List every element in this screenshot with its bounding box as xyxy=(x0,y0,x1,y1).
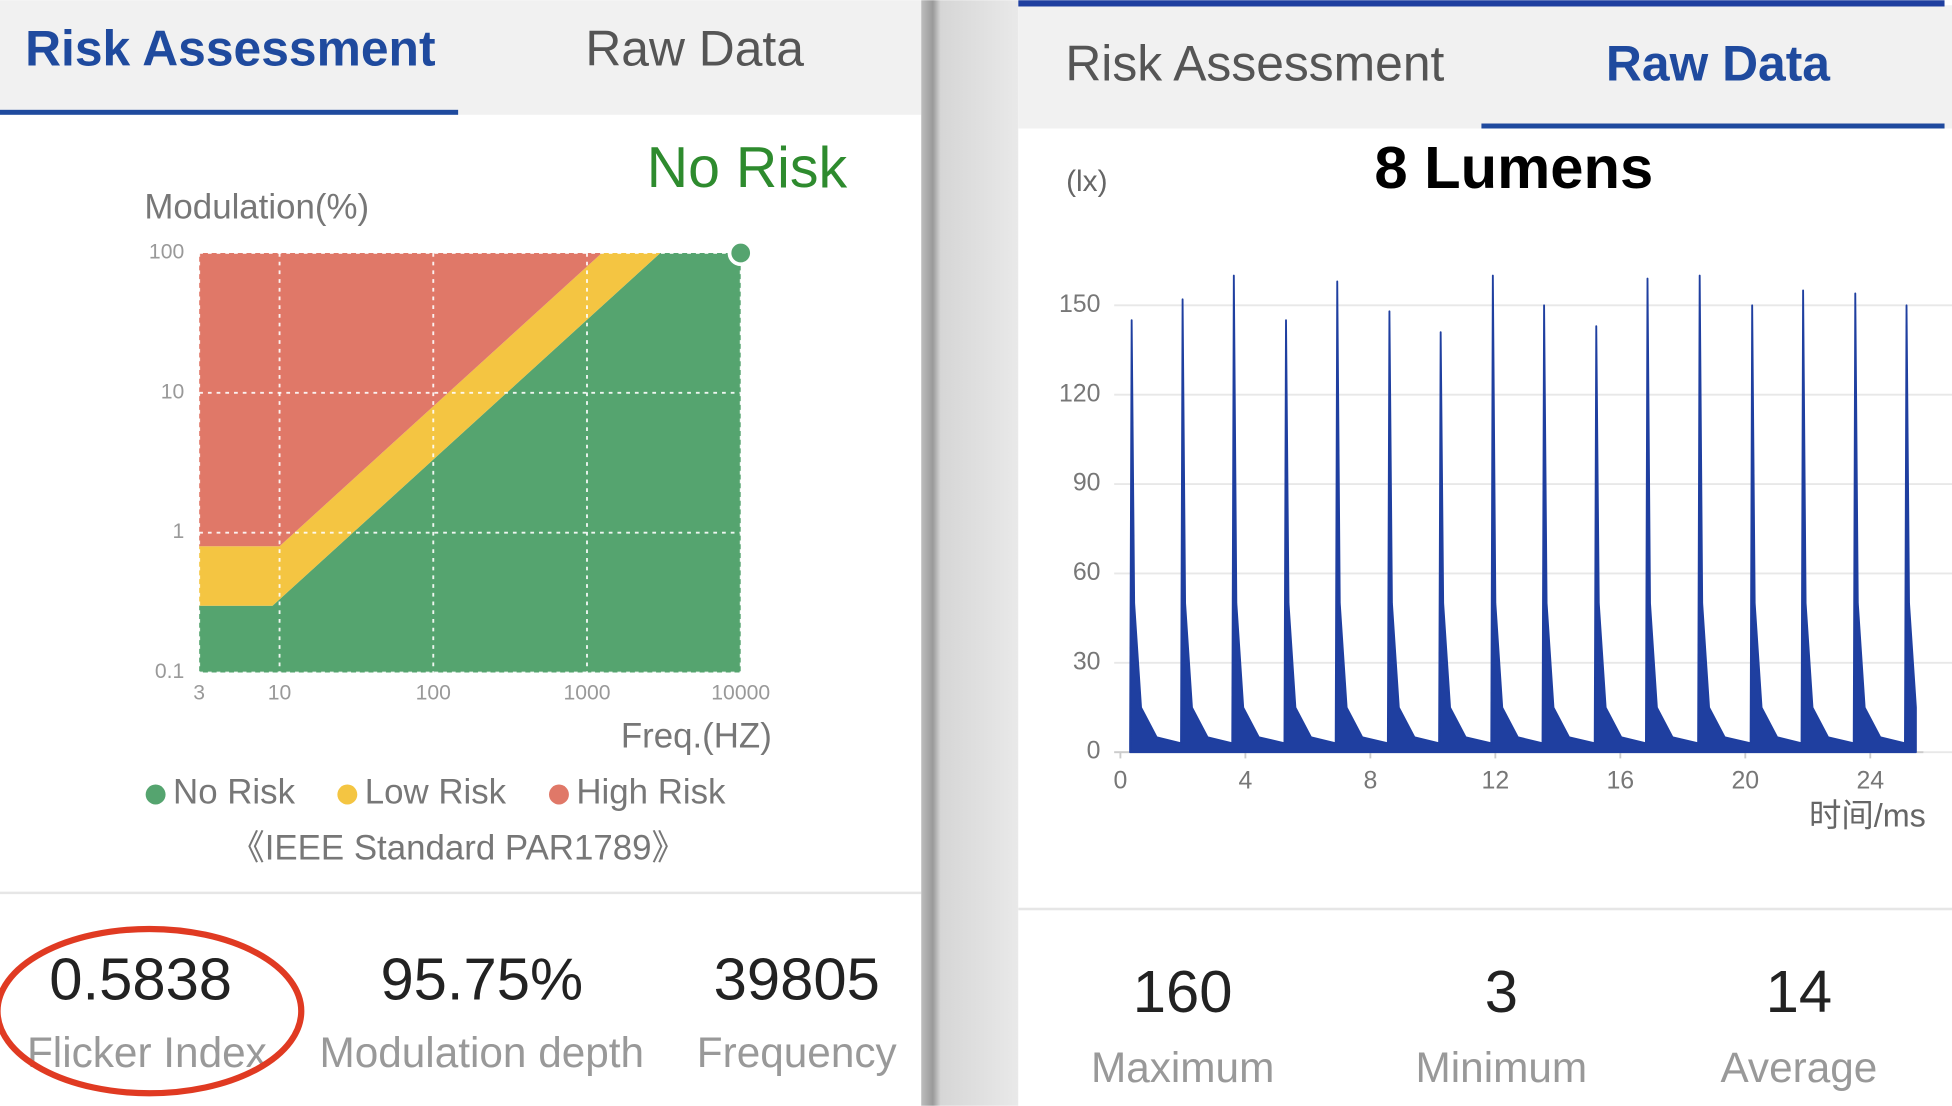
x-axis-label: 时间/ms xyxy=(1809,798,1926,834)
stat-label: Minimum xyxy=(1416,1044,1588,1091)
standard-note: 《IEEE Standard PAR1789》 xyxy=(230,829,686,868)
metric-value: 0.5838 xyxy=(49,946,232,1013)
x-tick-label: 10 xyxy=(268,681,292,704)
legend-label[interactable]: No Risk xyxy=(173,773,296,812)
x-tick-label: 12 xyxy=(1482,767,1510,795)
x-axis-label: Freq.(HZ) xyxy=(621,717,772,756)
x-tick-label: 20 xyxy=(1731,767,1759,795)
chart-title: 8 Lumens xyxy=(1374,134,1653,201)
risk-zone xyxy=(199,252,602,547)
tab[interactable]: Risk Assessment xyxy=(25,21,435,77)
x-tick-label: 1000 xyxy=(563,681,610,704)
status: No Risk xyxy=(647,136,848,200)
y-tick-label: 120 xyxy=(1059,379,1101,407)
legend-swatch xyxy=(145,784,166,805)
panel-gap xyxy=(921,0,1019,1106)
risk-zone xyxy=(199,252,661,606)
top-border xyxy=(1018,0,1945,7)
y-tick-label: 30 xyxy=(1073,647,1101,675)
metric-label: Frequency xyxy=(697,1029,898,1076)
stat-value: 3 xyxy=(1485,958,1518,1025)
x-tick-label: 100 xyxy=(416,681,451,704)
x-tick-label: 8 xyxy=(1363,767,1377,795)
x-tick-label: 24 xyxy=(1856,767,1884,795)
legend-swatch xyxy=(337,784,358,805)
legend-label[interactable]: Low Risk xyxy=(365,773,507,812)
y-tick-label: 10 xyxy=(161,380,185,403)
metric-value: 95.75% xyxy=(380,946,583,1013)
tab[interactable]: Risk Assessment xyxy=(1065,36,1444,92)
y-tick-label: 0.1 xyxy=(155,660,184,683)
stat-value: 14 xyxy=(1766,958,1832,1025)
x-tick-label: 3 xyxy=(193,681,205,704)
stat-value: 160 xyxy=(1133,958,1233,1025)
metric-label: Modulation depth xyxy=(319,1029,644,1076)
metric-value: 39805 xyxy=(714,946,880,1013)
y-axis-label: Modulation(%) xyxy=(144,188,369,227)
measured-point xyxy=(727,239,754,267)
content: Risk Assessment Raw Data Risk Assessment Ra… xyxy=(0,21,1952,1097)
right-panel xyxy=(1018,0,1952,1106)
waveform xyxy=(1129,274,1917,754)
left-tab-bar xyxy=(0,0,922,115)
tab-underline xyxy=(0,109,459,115)
stat-label: Maximum xyxy=(1091,1044,1274,1091)
metric-label: Flicker Index xyxy=(27,1029,267,1076)
legend-label[interactable]: High Risk xyxy=(576,773,726,812)
stat-label: Average xyxy=(1720,1044,1877,1091)
legend-swatch xyxy=(549,784,569,805)
x-tick-label: 16 xyxy=(1606,767,1634,795)
x-tick-label: 10000 xyxy=(711,681,770,704)
x-tick-label: 0 xyxy=(1113,767,1127,795)
y-tick-label: 90 xyxy=(1073,469,1101,497)
x-tick-label: 4 xyxy=(1238,767,1252,795)
y-axis-label: (lx) xyxy=(1066,165,1107,198)
y-tick-label: 150 xyxy=(1059,290,1101,318)
right-tab-bar xyxy=(1018,5,1952,129)
tab[interactable]: Raw Data xyxy=(1606,36,1830,92)
y-tick-label: 60 xyxy=(1073,558,1101,586)
highlight-circle xyxy=(0,925,305,1097)
y-tick-label: 1 xyxy=(172,520,184,543)
y-tick-label: 0 xyxy=(1087,737,1101,765)
tab-underline xyxy=(1481,123,1945,129)
tab[interactable]: Raw Data xyxy=(585,21,804,77)
y-tick-label: 100 xyxy=(149,241,184,264)
risk-zone xyxy=(199,252,741,673)
